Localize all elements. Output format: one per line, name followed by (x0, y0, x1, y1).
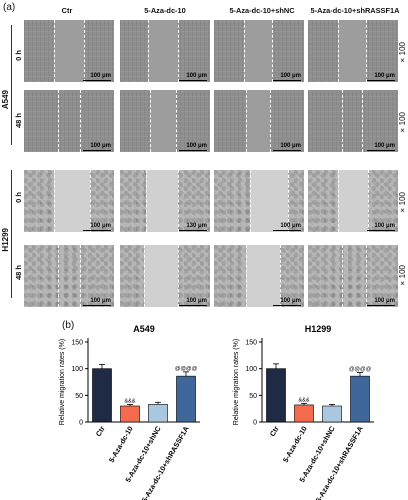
bar (294, 404, 314, 423)
scale-label: 100 μm (90, 223, 111, 229)
micrograph-h1299-0h-ctr: 100 μm (24, 170, 114, 232)
y-tick-label: 0 (79, 420, 83, 427)
scale-bar (83, 80, 111, 81)
x-tick-label: Ctr (268, 424, 281, 438)
scale-bar (367, 150, 395, 151)
scale-bar (273, 230, 301, 231)
magnification-label-row2: ×100 (398, 112, 407, 135)
scale-bar (273, 150, 301, 151)
scale-label: 100 μm (280, 143, 301, 149)
bar-chart-h1299: H1299 Relative migration rates (%) 0 50 100 1… (233, 324, 374, 500)
scale-label: 100 μm (186, 143, 207, 149)
scale-bar (83, 230, 111, 231)
bar (120, 405, 140, 423)
scale-bar (179, 305, 207, 306)
y-tick-label: 50 (249, 393, 257, 400)
micrograph-a549-0h-aza-shnc: 100 μm (214, 20, 304, 82)
micrograph-h1299-0h-aza: 130 μm (120, 170, 210, 232)
micrograph-a549-48h-ctr: 100 μm (24, 90, 114, 152)
column-header-ctr: Ctr (61, 6, 73, 15)
x-tick-label: Ctr (94, 424, 107, 438)
significance-annotation: &&& (298, 397, 309, 403)
y-tick-label: 50 (75, 393, 83, 400)
scale-bar (179, 80, 207, 81)
bar (148, 404, 168, 423)
x-tick-label: 5-Aza-dc-10 (107, 424, 135, 463)
magnification-label-row4: ×100 (398, 265, 407, 288)
y-tick-label: 100 (71, 366, 83, 373)
scale-label: 100 μm (374, 143, 395, 149)
scale-label: 100 μm (280, 298, 301, 304)
bar (176, 375, 196, 423)
y-tick-label: 150 (71, 340, 83, 347)
scale-bar (273, 80, 301, 81)
y-tick-label: 150 (245, 340, 257, 347)
time-label-a549-0h: 0 h (14, 50, 23, 61)
micrograph-h1299-48h-ctr: 100 μm (24, 245, 114, 307)
micrograph-a549-48h-aza-shrassf1a: 100 μm (308, 90, 398, 152)
micrograph-h1299-48h-aza-shnc: 100 μm (214, 245, 304, 307)
x-tick-label: 5-Aza-dc-10 (281, 424, 309, 463)
magnification-label-row3: ×100 (398, 192, 407, 215)
scale-bar (367, 230, 395, 231)
scale-bar (83, 305, 111, 306)
y-tick-label: 0 (253, 420, 257, 427)
scale-label: 100 μm (280, 73, 301, 79)
scale-bar (179, 230, 207, 231)
scale-label: 100 μm (374, 223, 395, 229)
time-label-a549-48h: 48 h (14, 113, 23, 129)
column-header-aza: 5-Aza-dc-10 (144, 6, 186, 15)
bracket-h1299 (11, 170, 12, 298)
chart-title: A549 (133, 324, 155, 334)
bar (322, 405, 342, 423)
scale-label: 100 μm (374, 298, 395, 304)
column-header-aza-shnc: 5-Aza-dc-10+shNC (229, 6, 295, 15)
bar-chart-a549: A549 Relative migration rates (%) 0 50 100 15… (59, 324, 200, 500)
scale-label: 100 μm (90, 73, 111, 79)
micrograph-a549-0h-aza: 100 μm (120, 20, 210, 82)
micrograph-h1299-48h-aza-shrassf1a: 100 μm (308, 245, 398, 307)
scale-label: 100 μm (374, 73, 395, 79)
column-header-aza-shrassf1a: 5-Aza-dc-10+shRASSF1A (310, 6, 400, 15)
cell-line-label-h1299: H1299 (1, 228, 10, 252)
micrograph-h1299-48h-aza: 100 μm (120, 245, 210, 307)
magnification-label-row1: ×100 (398, 42, 407, 65)
scale-label: 100 μm (90, 143, 111, 149)
panel-b-label: (b) (62, 320, 75, 331)
bar (266, 368, 286, 423)
scale-bar (367, 80, 395, 81)
bar-charts: A549 Relative migration rates (%) 0 50 100 15… (59, 324, 374, 500)
micrograph-h1299-0h-aza-shrassf1a: 100 μm (308, 170, 398, 232)
micrograph-a549-48h-aza: 100 μm (120, 90, 210, 152)
micrograph-a549-48h-aza-shnc: 100 μm (214, 90, 304, 152)
scale-label: 100 μm (280, 223, 301, 229)
scale-label: 100 μm (186, 73, 207, 79)
scale-label: 130 μm (186, 223, 207, 229)
y-axis-label: Relative migration rates (%) (59, 339, 66, 425)
y-tick-label: 100 (245, 366, 257, 373)
bracket-a549 (11, 25, 12, 145)
scale-bar (367, 305, 395, 306)
micrograph-h1299-0h-aza-shnc: 100 μm (214, 170, 304, 232)
cell-line-label-a549: A549 (1, 90, 10, 110)
scale-bar (83, 150, 111, 151)
significance-annotation: @@@@ (175, 366, 198, 372)
scale-bar (179, 150, 207, 151)
scale-label: 100 μm (186, 298, 207, 304)
chart-title: H1299 (305, 324, 332, 334)
scale-label: 100 μm (90, 298, 111, 304)
bar (92, 368, 112, 423)
scale-bar (273, 305, 301, 306)
bar (350, 375, 370, 423)
y-axis-label: Relative migration rates (%) (233, 339, 240, 425)
panel-a-label: (a) (3, 2, 16, 13)
time-label-h1299-0h: 0 h (14, 192, 23, 203)
micrograph-a549-0h-ctr: 100 μm (24, 20, 114, 82)
time-label-h1299-48h: 48 h (14, 265, 23, 281)
significance-annotation: &&& (124, 398, 135, 404)
micrograph-a549-0h-aza-shrassf1a: 100 μm (308, 20, 398, 82)
significance-annotation: @@@@ (349, 366, 372, 372)
